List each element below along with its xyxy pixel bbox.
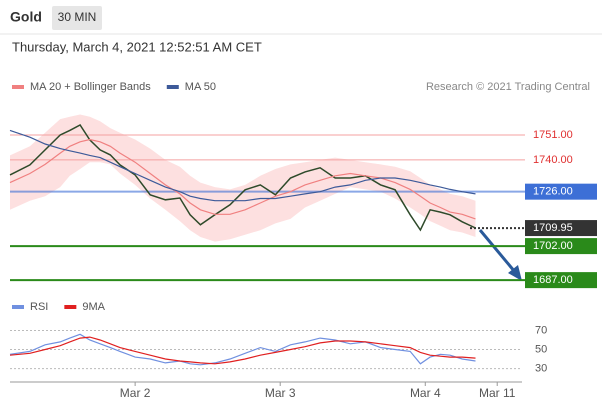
legend-label: MA 20 + Bollinger Bands <box>30 81 151 93</box>
x-tick-label: Mar 2 <box>120 386 151 400</box>
legend-swatch <box>64 305 77 309</box>
level-box <box>525 220 597 237</box>
y-tick-label: 70 <box>535 324 547 336</box>
level-box <box>525 272 597 289</box>
level-label: 1726.00 <box>533 186 573 198</box>
level-box <box>525 238 597 255</box>
interval-badge[interactable] <box>52 6 102 30</box>
x-tick-label: Mar 4 <box>410 386 441 400</box>
y-tick-label: 50 <box>535 343 547 355</box>
legend-swatch <box>12 85 24 89</box>
legend-label: MA 50 <box>185 81 216 93</box>
level-label: 1702.00 <box>533 240 573 252</box>
x-tick-label: Mar 3 <box>265 386 296 400</box>
level-label: 1687.00 <box>533 274 573 286</box>
level-box <box>525 183 597 200</box>
credit: Research © 2021 Trading Central <box>426 81 590 93</box>
interval-label[interactable]: 30 MIN <box>58 10 97 24</box>
forecast-arrowhead <box>508 265 522 281</box>
level-label: 1751.00 <box>533 129 573 141</box>
series-line <box>9 124 476 232</box>
level-label: 1740.00 <box>533 154 573 166</box>
legend-swatch <box>12 305 24 309</box>
series-line <box>9 138 476 220</box>
x-tick-label: Mar 11 <box>479 386 516 400</box>
level-label: 1709.95 <box>533 222 573 234</box>
bollinger-band <box>10 114 476 242</box>
series-line <box>9 333 476 366</box>
instrument-title: Gold <box>10 9 42 25</box>
series-line <box>9 336 476 365</box>
legend-label: RSI <box>30 301 48 313</box>
y-tick-label: 30 <box>535 362 547 374</box>
legend-label: 9MA <box>82 301 105 313</box>
series-line <box>9 129 476 202</box>
timestamp: Thursday, March 4, 2021 12:52:51 AM CET <box>12 39 262 54</box>
legend-swatch <box>166 85 179 89</box>
forecast-arrow <box>478 229 517 273</box>
